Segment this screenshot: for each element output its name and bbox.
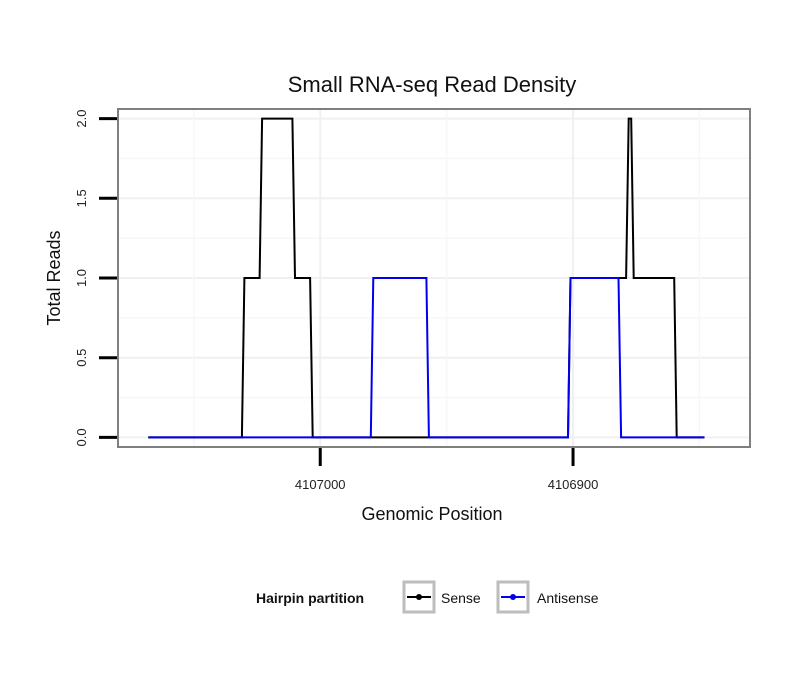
legend-label: Antisense: [537, 590, 599, 606]
plot-panel: [117, 108, 751, 448]
legend-items: Sense Antisense: [402, 580, 599, 614]
y-tick-label: 1.0: [74, 269, 89, 287]
legend: Hairpin partition Sense Antisense: [256, 580, 599, 614]
y-tick-label: 1.5: [74, 189, 89, 207]
x-tick-label: 4106900: [548, 477, 599, 492]
x-axis-title: Genomic Position: [361, 504, 502, 524]
legend-label: Sense: [441, 590, 481, 606]
x-tick-label: 4107000: [295, 477, 346, 492]
y-tick-label: 2.0: [74, 110, 89, 128]
legend-title: Hairpin partition: [256, 590, 364, 606]
x-axis: 4107000 4106900: [295, 448, 598, 492]
legend-key-point: [416, 594, 422, 600]
y-axis-title: Total Reads: [44, 230, 64, 325]
y-tick-label: 0.0: [74, 428, 89, 446]
legend-item-antisense: Antisense: [496, 580, 599, 614]
legend-item-sense: Sense: [402, 580, 481, 614]
y-tick-label: 0.5: [74, 349, 89, 367]
plot-border: [117, 108, 751, 448]
y-axis: 0.0 0.5 1.0 1.5 2.0: [74, 110, 117, 446]
chart-title: Small RNA-seq Read Density: [288, 72, 577, 97]
series-line-antisense: [148, 277, 705, 439]
legend-key-point: [510, 594, 516, 600]
series-lines: [148, 117, 705, 439]
